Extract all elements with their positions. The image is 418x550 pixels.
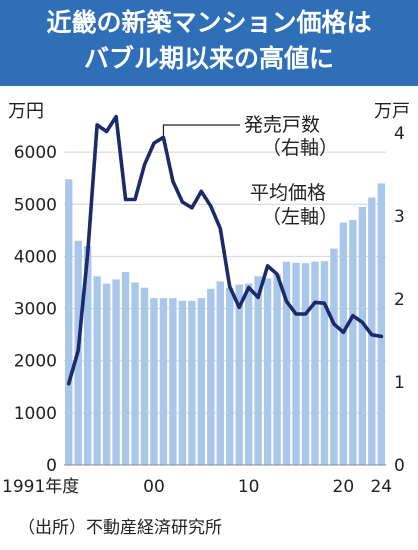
x-tick-label-2024: 24 bbox=[370, 477, 392, 497]
bar-1996 bbox=[112, 279, 120, 465]
bar-2002 bbox=[169, 298, 177, 465]
bar-2021 bbox=[349, 219, 357, 465]
chart-title-line-1: 近畿の新築マンション価格は bbox=[46, 8, 372, 37]
left-tick-label-2000: 2000 bbox=[14, 352, 57, 372]
bar-2013 bbox=[273, 274, 281, 465]
bar-1993 bbox=[83, 246, 92, 465]
left-tick-label-0: 0 bbox=[46, 456, 57, 476]
source-note: （出所）不動産経済研究所 bbox=[18, 518, 222, 538]
bar-1997 bbox=[121, 272, 130, 465]
bar-2017 bbox=[311, 261, 319, 465]
left-tick-label-6000: 6000 bbox=[14, 143, 57, 163]
x-tick-label-2020: 20 bbox=[333, 477, 355, 497]
bar-2022 bbox=[358, 206, 367, 465]
bar-2001 bbox=[159, 298, 168, 465]
bar-1999 bbox=[140, 287, 149, 465]
left-axis-unit: 万円 bbox=[8, 101, 44, 122]
price-annotation-label: 平均価格 bbox=[250, 182, 326, 204]
bar-2023 bbox=[368, 197, 376, 465]
title-banner: 近畿の新築マンション価格は バブル期以来の高値に bbox=[0, 0, 418, 86]
right-axis-unit: 万戸 bbox=[374, 101, 410, 122]
right-tick-label-1: 1 bbox=[394, 373, 405, 393]
bar-2005 bbox=[197, 298, 206, 465]
bar-1991 bbox=[65, 179, 73, 465]
units-annotation-label: 発売戸数 bbox=[244, 114, 320, 136]
units-annotation-axis: （右軸） bbox=[262, 137, 338, 159]
left-tick-label-1000: 1000 bbox=[14, 404, 57, 424]
bar-2008 bbox=[226, 287, 234, 465]
bar-1998 bbox=[131, 282, 139, 465]
bar-2004 bbox=[188, 300, 196, 465]
right-tick-label-0: 0 bbox=[394, 456, 405, 476]
x-tick-label-2000: 00 bbox=[143, 477, 165, 497]
chart-area: 0 1000 2000 3000 4000 5000 6000 0 1 2 3 4 万円 万戸 1991年度… bbox=[0, 86, 418, 550]
bar-2009 bbox=[235, 284, 243, 465]
bar-1994 bbox=[93, 276, 101, 465]
right-tick-label-3: 3 bbox=[394, 207, 405, 227]
bar-2019 bbox=[330, 248, 338, 465]
bar-2016 bbox=[301, 263, 310, 465]
bar-2018 bbox=[320, 261, 329, 465]
bar-1995 bbox=[102, 283, 111, 465]
right-tick-label-2: 2 bbox=[394, 290, 405, 310]
bar-2020 bbox=[339, 222, 348, 465]
x-tick-label-1991: 1991年度 bbox=[2, 477, 79, 497]
bar-2024 bbox=[377, 183, 385, 465]
left-tick-label-5000: 5000 bbox=[14, 195, 57, 215]
left-tick-label-3000: 3000 bbox=[14, 300, 57, 320]
chart-title-line-2: バブル期以来の高値に bbox=[83, 44, 334, 73]
units-annotation-leader bbox=[162, 124, 240, 136]
left-tick-label-4000: 4000 bbox=[14, 247, 57, 267]
x-tick-label-2010: 10 bbox=[238, 477, 260, 497]
bar-2003 bbox=[178, 300, 187, 465]
bar-2012 bbox=[263, 278, 272, 465]
right-tick-label-4: 4 bbox=[394, 124, 405, 144]
bar-2000 bbox=[150, 298, 158, 465]
bar-2011 bbox=[254, 276, 262, 465]
price-annotation-axis: （左軸） bbox=[262, 206, 338, 228]
bar-2014 bbox=[282, 261, 291, 465]
bar-2007 bbox=[216, 281, 224, 465]
series-line-units bbox=[66, 114, 384, 386]
bar-2006 bbox=[207, 288, 215, 465]
bar-2015 bbox=[292, 262, 300, 465]
bar-2010 bbox=[244, 283, 253, 465]
